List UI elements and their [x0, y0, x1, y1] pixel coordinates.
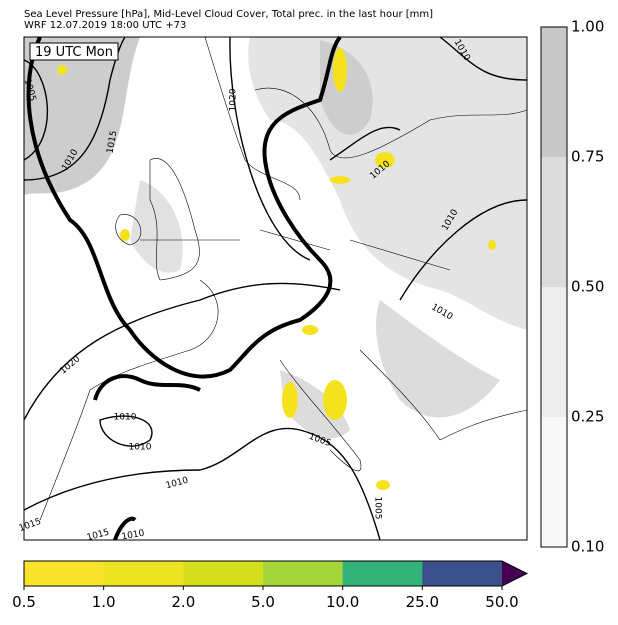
cloud-colorbar: 1.00 0.75 0.50 0.25 0.10	[540, 18, 604, 556]
cloud-cover	[24, 37, 527, 439]
colorbar-frame	[23, 560, 529, 587]
colorbar-tick-label: 1.00	[571, 18, 604, 36]
contour-label: 1010	[114, 413, 137, 423]
title-line: Sea Level Pressure [hPa], Mid-Level Clou…	[24, 9, 433, 20]
map: 1005101010151020101010101010101010201010…	[18, 35, 528, 543]
colorbar-tick-label: 0.5	[12, 593, 36, 611]
contour-label: 1005	[373, 497, 383, 520]
isobar-1015	[26, 35, 342, 541]
colorbar-tick-label: 50.0	[485, 593, 518, 611]
contour-label: 1010	[129, 443, 152, 453]
colorbar-band	[263, 561, 344, 586]
contour-label: 1020	[229, 88, 239, 111]
colorbar-band	[422, 561, 503, 586]
contour-label: 1010	[121, 529, 146, 543]
colorbar-frame	[540, 26, 568, 548]
precip-colorbar: 0.5 1.0 2.0 5.0 10.0 25.0 50.0	[12, 560, 529, 611]
colorbar-tick-label: 2.0	[171, 593, 195, 611]
colorbar-band	[183, 561, 264, 586]
colorbar-tick-label: 1.0	[92, 593, 116, 611]
colorbar-tick-label: 10.0	[326, 593, 359, 611]
coastlines	[39, 36, 528, 521]
isobars	[23, 36, 528, 541]
colorbar-band	[24, 561, 105, 586]
time-label: 19 UTC Mon	[35, 45, 113, 60]
time-label-box	[29, 42, 119, 61]
colorbar-band	[541, 157, 567, 287]
colorbar-tick-label: 0.10	[571, 538, 604, 556]
colorbar-tick-label: 0.25	[571, 408, 604, 426]
colorbar-band	[103, 561, 184, 586]
colorbar-tick-label: 5.0	[251, 593, 275, 611]
colorbar-band	[342, 561, 423, 586]
map-frame	[23, 36, 528, 541]
precipitation	[57, 48, 496, 490]
colorbar-band	[541, 27, 567, 157]
colorbar-band	[541, 287, 567, 417]
colorbar-tick-label: 0.75	[571, 148, 604, 166]
colorbar-tick-label: 25.0	[406, 593, 439, 611]
contour-label: 1015	[106, 130, 120, 154]
colorbar-band	[541, 417, 567, 547]
colorbar-tick-label: 0.50	[571, 278, 604, 296]
subtitle-line: WRF 12.07.2019 18:00 UTC +73	[24, 20, 186, 31]
colorbar-extend	[502, 561, 527, 586]
